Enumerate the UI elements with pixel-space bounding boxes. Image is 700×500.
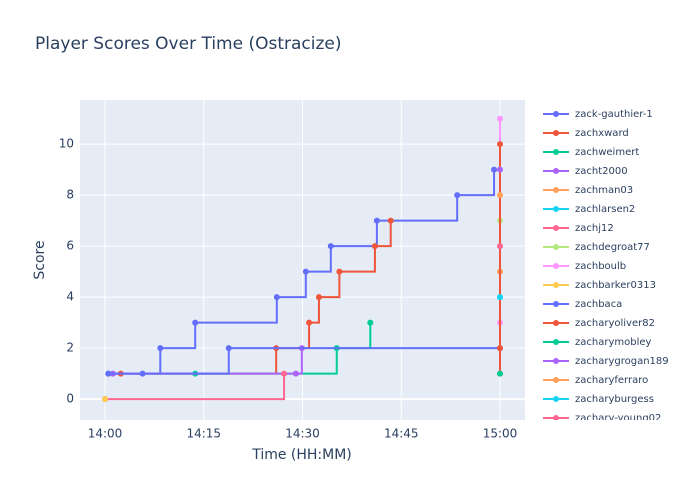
x-tick-label: 15:00 (483, 427, 518, 441)
x-tick-label: 14:00 (88, 427, 123, 441)
data-point (302, 268, 309, 275)
data-point (367, 319, 374, 326)
legend-label: zacht2000 (575, 166, 628, 177)
legend-label: zacharyoliver82 (575, 318, 655, 329)
series-layer (102, 115, 503, 403)
y-axis-label: Score (32, 240, 48, 279)
data-point (496, 141, 503, 148)
legend-marker (553, 206, 559, 212)
chart-title: Player Scores Over Time (Ostracize) (35, 34, 342, 54)
legend-label: zack-gauthier-1 (575, 109, 653, 120)
legend-label: zacharymobley (575, 337, 652, 348)
legend-marker (553, 149, 559, 155)
legend-marker (553, 301, 559, 307)
y-tick-label: 0 (66, 392, 74, 406)
legend-label: zachweimert (575, 147, 639, 158)
data-point (454, 192, 461, 199)
legend-marker (553, 377, 559, 383)
y-tick-label: 2 (66, 341, 74, 355)
legend-label: zachxward (575, 128, 629, 139)
x-axis-label: Time (HH:MM) (251, 447, 352, 463)
legend-marker (553, 244, 559, 250)
data-point (292, 370, 299, 377)
data-point (102, 396, 109, 403)
data-point (387, 217, 394, 224)
data-point (315, 294, 322, 301)
data-point (281, 370, 288, 377)
legend-label: zachdegroat77 (575, 242, 650, 253)
data-point (225, 345, 232, 352)
legend-marker (553, 358, 559, 364)
data-point (373, 217, 380, 224)
y-tick-label: 8 (66, 188, 74, 202)
legend-label: zacharygrogan189 (575, 356, 669, 367)
data-point (496, 243, 503, 250)
legend-label: zachary-young02 (575, 413, 661, 424)
legend: zack-gauthier-1 zachxward zachweimert zacht… (543, 109, 669, 424)
y-tick-label: 6 (66, 239, 74, 253)
series-line (108, 347, 500, 375)
legend-label: zachlarsen2 (575, 204, 635, 215)
legend-label: zachbaca (575, 299, 622, 310)
legend-marker (553, 187, 559, 193)
legend-marker (553, 225, 559, 231)
data-point (327, 243, 334, 250)
series-line (105, 373, 286, 401)
data-point (496, 345, 503, 352)
legend-marker (553, 415, 559, 420)
legend-label: zachman03 (575, 185, 633, 196)
legend-marker (553, 168, 559, 174)
data-point (371, 243, 378, 250)
data-point (192, 319, 199, 326)
y-tick-label: 10 (59, 137, 74, 151)
legend-marker (553, 396, 559, 402)
grid: 0 2 4 6 8 10 14:00 14:15 14:30 14:45 15:00 (59, 100, 525, 441)
data-point (496, 294, 503, 301)
data-point (496, 192, 503, 199)
legend-label: zacharyburgess (575, 394, 654, 405)
data-point (157, 345, 164, 352)
x-tick-label: 14:45 (384, 427, 419, 441)
legend-label: zachj12 (575, 223, 614, 234)
data-point (105, 370, 112, 377)
data-point (139, 370, 146, 377)
legend-marker (553, 282, 559, 288)
data-point (273, 294, 280, 301)
data-point (336, 268, 343, 275)
legend-marker (553, 263, 559, 269)
data-point (496, 370, 503, 377)
legend-marker (553, 339, 559, 345)
legend-marker (553, 130, 559, 136)
x-tick-label: 14:15 (186, 427, 221, 441)
legend-label: zachbarker0313 (575, 280, 656, 291)
legend-label: zacharyferraro (575, 375, 648, 386)
legend-marker (553, 320, 559, 326)
data-point (496, 166, 503, 173)
data-point (496, 115, 503, 122)
legend-marker (553, 111, 559, 117)
legend-label: zachboulb (575, 261, 626, 272)
data-point (491, 166, 498, 173)
data-point (306, 319, 313, 326)
x-tick-label: 14:30 (285, 427, 320, 441)
y-tick-label: 4 (66, 290, 74, 304)
